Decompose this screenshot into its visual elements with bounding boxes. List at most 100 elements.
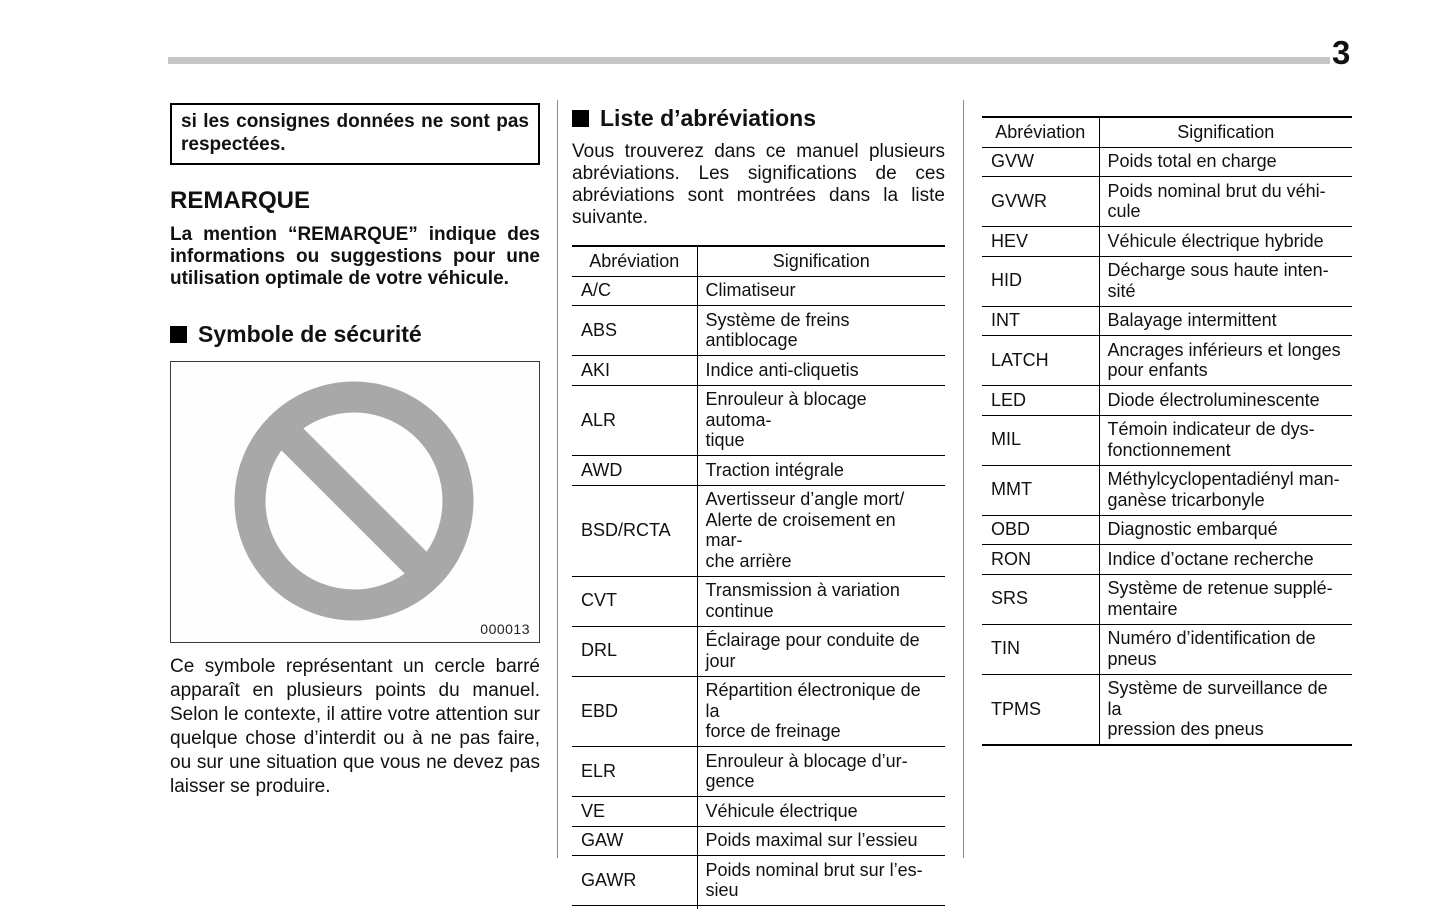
signification-column-header: Signification bbox=[697, 246, 945, 277]
signification-column-header: Signification bbox=[1099, 117, 1352, 148]
section-bullet-icon bbox=[572, 110, 589, 127]
abbreviation-cell: GAWR bbox=[572, 855, 698, 906]
table-row: SRS Système de retenue supplé- mentaire bbox=[982, 574, 1352, 625]
abbreviation-cell: CVT bbox=[572, 576, 698, 627]
abbreviation-cell: GPS bbox=[572, 905, 698, 909]
table-row: MMT Méthylcyclopentadiényl man- ganèse tr… bbox=[982, 465, 1352, 516]
figure-caption: 000013 bbox=[480, 621, 530, 637]
signification-cell: Éclairage pour conduite de jour bbox=[697, 626, 945, 677]
header-rule bbox=[168, 57, 1330, 64]
column-divider bbox=[963, 100, 964, 858]
abbreviation-cell: OBD bbox=[982, 515, 1100, 545]
abbreviation-cell: GAW bbox=[572, 826, 698, 856]
prohibition-circle-icon bbox=[234, 381, 474, 621]
table-row: LATCH Ancrages inférieurs et longes pour … bbox=[982, 335, 1352, 386]
signification-cell: Système de freins antiblocage bbox=[697, 305, 945, 356]
table-row: OBD Diagnostic embarqué bbox=[982, 515, 1352, 545]
table-row: DRL Éclairage pour conduite de jour bbox=[572, 626, 945, 677]
table-row: ALR Enrouleur à blocage automa- tique bbox=[572, 385, 945, 456]
abbreviation-cell: A/C bbox=[572, 276, 698, 306]
abbreviations-heading: Liste d’abréviations bbox=[572, 105, 945, 132]
signification-cell: Décharge sous haute inten- sité bbox=[1099, 256, 1352, 307]
signification-cell: Système de positionnement mondial bbox=[697, 906, 945, 909]
security-symbol-heading: Symbole de sécurité bbox=[170, 321, 540, 348]
table-row: GPSSystème de positionnement mondial bbox=[572, 905, 945, 909]
table-row: ABS Système de freins antiblocage bbox=[572, 305, 945, 356]
table-header-row: Abréviation Signification bbox=[982, 117, 1352, 148]
signification-cell: Véhicule électrique bbox=[697, 796, 945, 827]
signification-cell: Traction intégrale bbox=[697, 455, 945, 486]
signification-cell: Système de retenue supplé- mentaire bbox=[1099, 574, 1352, 625]
signification-cell: Diagnostic embarqué bbox=[1099, 515, 1352, 545]
security-symbol-text: Ce symbole représentant un cercle barré … bbox=[170, 656, 540, 797]
abbreviation-cell: EBD bbox=[572, 676, 698, 747]
signification-cell: Indice d’octane recherche bbox=[1099, 544, 1352, 575]
table-row: VE Véhicule électrique bbox=[572, 796, 945, 827]
signification-cell: Véhicule électrique hybride bbox=[1099, 226, 1352, 257]
abbreviation-cell: SRS bbox=[982, 574, 1100, 625]
abbreviation-cell: INT bbox=[982, 306, 1100, 336]
signification-cell: Diode électroluminescente bbox=[1099, 385, 1352, 416]
abbreviation-cell: GVWR bbox=[982, 176, 1100, 227]
abbreviation-cell: HID bbox=[982, 256, 1100, 307]
abbreviation-cell: VE bbox=[572, 796, 698, 827]
remarque-heading: REMARQUE bbox=[170, 187, 311, 214]
security-symbol-title: Symbole de sécurité bbox=[198, 321, 422, 347]
signification-cell: Système de surveillance de la pression d… bbox=[1107, 678, 1328, 739]
column-divider bbox=[557, 100, 558, 858]
abbreviation-cell: LED bbox=[982, 385, 1100, 416]
abbreviation-cell: LATCH bbox=[982, 335, 1100, 386]
abbreviation-cell: HEV bbox=[982, 226, 1100, 257]
prohibition-symbol-figure: 000013 bbox=[170, 361, 540, 643]
table-row: HEV Véhicule électrique hybride bbox=[982, 226, 1352, 257]
table-row: HID Décharge sous haute inten- sité bbox=[982, 256, 1352, 307]
table-row: INT Balayage intermittent bbox=[982, 306, 1352, 336]
abbreviation-cell: BSD/RCTA bbox=[572, 485, 698, 577]
table-row: AKI Indice anti-cliquetis bbox=[572, 355, 945, 386]
abbreviation-cell: ABS bbox=[572, 305, 698, 356]
signification-cell: Avertisseur d’angle mort/ Alerte de croi… bbox=[697, 485, 945, 577]
signification-cell: Enrouleur à blocage d’ur- gence bbox=[697, 746, 945, 797]
signification-cell: Balayage intermittent bbox=[1099, 306, 1352, 336]
table-row: GAWR Poids nominal brut sur l’es- sieu bbox=[572, 855, 945, 906]
abbreviations-table-2: Abréviation Signification GVW Poids total… bbox=[982, 116, 1352, 746]
signification-cell: Climatiseur bbox=[697, 276, 945, 306]
signification-cell: Témoin indicateur de dys- fonctionnement bbox=[1099, 415, 1352, 466]
table-row: LED Diode électroluminescente bbox=[982, 385, 1352, 416]
abbreviation-column-header: Abréviation bbox=[572, 246, 698, 277]
signification-cell: Enrouleur à blocage automa- tique bbox=[697, 385, 945, 456]
abbreviations-table-1: Abréviation Signification A/C Climatiseur… bbox=[572, 245, 945, 909]
signification-cell: Numéro d’identification de pneus bbox=[1099, 624, 1352, 675]
left-column: si les consignes données ne sont pas res… bbox=[170, 103, 540, 799]
signification-cell: Poids nominal brut sur l’es- sieu bbox=[697, 855, 945, 906]
table-row: MIL Témoin indicateur de dys- fonctionnem… bbox=[982, 415, 1352, 466]
abbreviations-intro: Vous trouverez dans ce manuel plusieurs … bbox=[572, 141, 945, 228]
middle-column: Liste d’abréviations Vous trouverez dans… bbox=[572, 103, 945, 909]
signification-cell: Ancrages inférieurs et longes pour enfan… bbox=[1099, 335, 1352, 386]
page-number: 3 bbox=[1332, 34, 1350, 71]
table-row: EBD Répartition électronique de la force … bbox=[572, 676, 945, 747]
table-header-row: Abréviation Signification bbox=[572, 246, 945, 277]
section-bullet-icon bbox=[170, 326, 187, 343]
table-row: TPMS Système de surveillance de la pressi… bbox=[982, 674, 1352, 745]
table-row: GVW Poids total en charge bbox=[982, 147, 1352, 177]
table-row: TIN Numéro d’identification de pneus bbox=[982, 624, 1352, 675]
signification-cell: Poids total en charge bbox=[1099, 147, 1352, 177]
abbreviation-cell: TPMS bbox=[982, 674, 1100, 745]
table-row: GAW Poids maximal sur l’essieu bbox=[572, 826, 945, 856]
signification-cell: Poids maximal sur l’essieu bbox=[697, 826, 945, 856]
signification-cell: Méthylcyclopentadiényl man- ganèse trica… bbox=[1099, 465, 1352, 516]
abbreviation-cell: DRL bbox=[572, 626, 698, 677]
abbreviation-cell: ALR bbox=[572, 385, 698, 456]
abbreviation-cell: MMT bbox=[982, 465, 1100, 516]
table-row: ELR Enrouleur à blocage d’ur- gence bbox=[572, 746, 945, 797]
table-row: GVWR Poids nominal brut du véhi- cule bbox=[982, 176, 1352, 227]
abbreviation-cell: ELR bbox=[572, 746, 698, 797]
table-row: AWD Traction intégrale bbox=[572, 455, 945, 486]
abbreviations-title: Liste d’abréviations bbox=[600, 105, 817, 131]
warning-continuation-box: si les consignes données ne sont pas res… bbox=[170, 103, 540, 165]
signification-cell: Indice anti-cliquetis bbox=[697, 355, 945, 386]
abbreviation-cell: TIN bbox=[982, 624, 1100, 675]
abbreviation-cell: AWD bbox=[572, 455, 698, 486]
